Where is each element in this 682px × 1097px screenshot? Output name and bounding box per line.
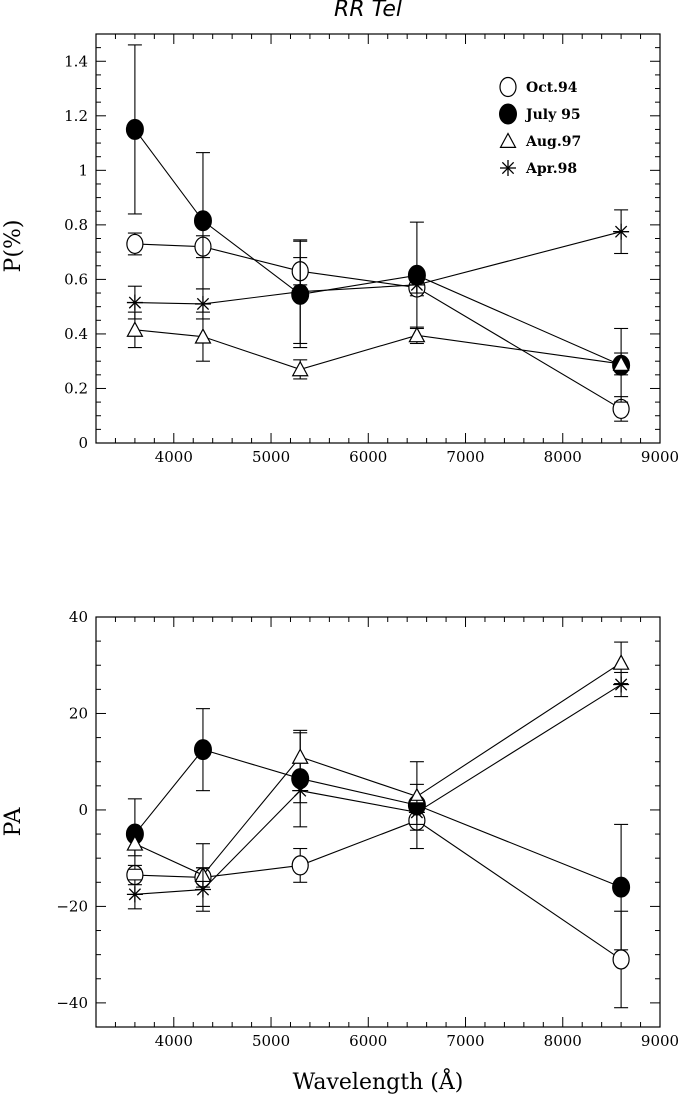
legend-label: Oct.94 — [526, 80, 578, 96]
series-line — [134, 684, 622, 895]
y-tick-label: 0.2 — [64, 379, 88, 397]
x-tick-label: 7000 — [446, 448, 484, 466]
open-circle-marker — [126, 233, 144, 255]
asterisk-marker — [126, 294, 143, 311]
x-axis-title: Wavelength (Å) — [293, 1067, 464, 1095]
asterisk-marker — [408, 276, 425, 293]
series-apr-98 — [126, 209, 630, 345]
open-triangle-marker — [612, 654, 630, 670]
legend: Oct.94 July 95 Aug.97 Apr.98 — [499, 76, 581, 177]
asterisk-marker — [613, 223, 630, 240]
x-tick-label: 7000 — [446, 1032, 484, 1050]
series-apr-98 — [126, 671, 630, 912]
x-tick-label: 4000 — [155, 1032, 193, 1050]
series-line — [134, 329, 622, 370]
open-circle-marker — [499, 76, 517, 98]
y-tick-label: −20 — [56, 897, 88, 915]
y-tick-label: 1.4 — [64, 52, 88, 70]
asterisk-marker — [408, 804, 425, 821]
open-triangle-marker — [194, 327, 212, 344]
plot-frame — [95, 616, 661, 1028]
y-axis-title: P(%) — [1, 220, 26, 273]
asterisk-marker — [126, 886, 143, 903]
filled-circle-marker — [193, 210, 212, 232]
open-triangle-marker — [126, 834, 144, 851]
series-oct-94 — [126, 232, 630, 422]
y-tick-label: 20 — [69, 704, 88, 722]
asterisk-marker — [613, 676, 630, 693]
position-angle-panel: 4000 5000 6000 7000 8000 9000 −40 −20 0 20 40 PA W… — [1, 608, 679, 1095]
open-circle-marker — [291, 855, 309, 876]
y-tick-label: 1 — [78, 161, 88, 179]
open-triangle-marker — [499, 132, 517, 148]
y-tick-label: 0.8 — [64, 216, 88, 234]
x-tick-label: 6000 — [349, 448, 387, 466]
chart-title: RR Tel — [334, 0, 402, 22]
legend-label: Aug.97 — [525, 134, 581, 150]
filled-circle-marker — [612, 876, 631, 898]
y-tick-label: 0 — [78, 434, 88, 452]
series-line — [134, 243, 622, 410]
asterisk-marker — [194, 881, 211, 898]
filled-circle-marker — [499, 103, 517, 125]
open-triangle-marker — [291, 748, 309, 764]
x-tick-label: 6000 — [349, 1032, 387, 1050]
x-tick-label: 9000 — [641, 448, 679, 466]
x-tick-label: 5000 — [252, 448, 290, 466]
x-tick-label: 8000 — [544, 448, 582, 466]
open-triangle-marker — [612, 355, 630, 371]
y-tick-label: 0.4 — [64, 325, 88, 343]
series-oct-94 — [126, 810, 630, 1009]
asterisk-marker — [194, 295, 211, 312]
open-triangle-marker — [126, 321, 144, 337]
y-tick-label: 0 — [78, 801, 88, 819]
y-tick-label: −40 — [56, 994, 88, 1012]
asterisk-marker — [500, 160, 516, 176]
x-tick-label: 5000 — [252, 1032, 290, 1050]
asterisk-marker — [292, 283, 309, 300]
filled-circle-marker — [193, 739, 212, 761]
asterisk-marker — [292, 782, 309, 799]
polarization-panel: RR Tel 4000 5000 6000 7000 8000 9000 0 0.2 0.4 0.… — [1, 0, 679, 466]
series-july-95 — [125, 44, 631, 403]
y-tick-label: 1.2 — [64, 107, 88, 125]
legend-label: Apr.98 — [525, 161, 577, 177]
open-triangle-marker — [408, 326, 426, 343]
x-tick-label: 9000 — [641, 1032, 679, 1050]
y-axis-title: PA — [1, 807, 26, 837]
y-tick-label: 0.6 — [64, 270, 88, 288]
x-tick-label: 8000 — [544, 1032, 582, 1050]
open-circle-marker — [612, 949, 630, 970]
x-tick-label: 4000 — [155, 448, 193, 466]
series-line — [134, 749, 622, 888]
filled-circle-marker — [125, 118, 144, 140]
open-triangle-marker — [291, 360, 309, 377]
legend-label: July 95 — [524, 107, 581, 123]
y-tick-label: 40 — [69, 608, 88, 626]
